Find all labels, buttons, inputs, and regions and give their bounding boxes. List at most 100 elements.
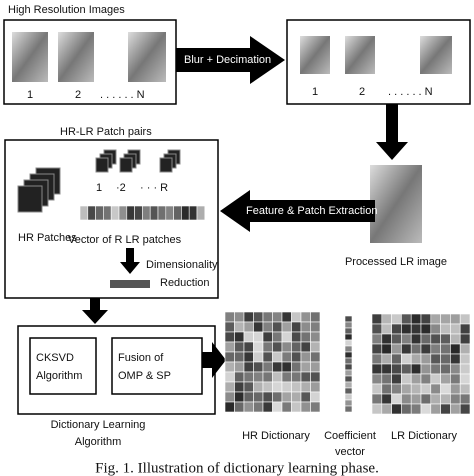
cell [430, 313, 441, 325]
cell [224, 361, 235, 373]
label: Algorithm [36, 370, 82, 382]
cell [224, 311, 235, 323]
cell [243, 331, 254, 343]
cell [272, 351, 283, 363]
cell [272, 341, 283, 353]
cell [430, 393, 441, 405]
cell [410, 353, 422, 365]
cell [291, 311, 302, 323]
arrow-label: Feature & Patch Extraction [246, 205, 377, 217]
cell [224, 371, 235, 383]
cell [262, 401, 273, 413]
cell [450, 313, 461, 325]
cell [344, 405, 353, 413]
cell [234, 351, 245, 363]
cell [391, 323, 402, 335]
cell [243, 401, 254, 413]
label: 2 [75, 89, 81, 101]
cell [262, 361, 273, 373]
label: Dictionary Learning [51, 419, 146, 431]
cell [173, 205, 182, 221]
cell [381, 323, 392, 335]
cell [371, 343, 383, 355]
cell [459, 373, 471, 385]
cell [243, 341, 254, 353]
cell [430, 403, 441, 415]
cell [344, 315, 353, 323]
cell [196, 205, 206, 221]
label: LR Dictionary [391, 430, 458, 442]
reduced-vector [110, 280, 150, 288]
cell [371, 333, 383, 345]
coefficient-vector [344, 315, 353, 413]
cell [253, 331, 264, 343]
cell [371, 363, 383, 375]
cell [253, 361, 264, 373]
cell [401, 313, 412, 325]
cell [440, 313, 451, 325]
cell [344, 339, 353, 347]
image [58, 32, 94, 82]
cell [234, 401, 245, 413]
cell [381, 353, 392, 365]
arrow [82, 298, 108, 324]
arrow [376, 104, 408, 160]
image [420, 36, 452, 74]
cell [310, 321, 321, 333]
arrow [220, 190, 375, 232]
cell [281, 371, 292, 383]
label: 1 [312, 86, 318, 98]
cell [450, 343, 461, 355]
cell [430, 333, 441, 345]
cell [381, 363, 392, 375]
cell [291, 351, 302, 363]
cell [262, 341, 273, 353]
cell [450, 373, 461, 385]
cell [310, 371, 321, 383]
cell [272, 371, 283, 383]
image [300, 36, 330, 74]
cell [281, 351, 292, 363]
cell [291, 381, 302, 393]
cell [243, 381, 254, 393]
cell [300, 331, 311, 343]
cell [95, 205, 104, 221]
cell [344, 363, 353, 371]
cell [253, 321, 264, 333]
cell [391, 393, 402, 405]
cell [391, 353, 402, 365]
lr-patch-stacks [95, 149, 181, 173]
cell [262, 391, 273, 403]
cell [420, 403, 432, 415]
cell [381, 313, 392, 325]
cell [371, 313, 383, 325]
cell [381, 333, 392, 345]
cell [391, 333, 402, 345]
cell [459, 313, 471, 325]
cell [281, 311, 292, 323]
cell [430, 353, 441, 365]
cell [272, 331, 283, 343]
cell [281, 401, 292, 413]
cell [371, 323, 383, 335]
cell [300, 341, 311, 353]
label: . . . . . . N [100, 89, 145, 101]
label: 1 [27, 89, 33, 101]
cell [401, 353, 412, 365]
cell [344, 381, 353, 389]
label: Dimensionality [146, 259, 218, 271]
cell [381, 403, 392, 415]
cell [281, 341, 292, 353]
cell [243, 371, 254, 383]
cell [253, 381, 264, 393]
cell [440, 373, 451, 385]
cell [262, 351, 273, 363]
cell [262, 371, 273, 383]
cell [272, 321, 283, 333]
cell [310, 351, 321, 363]
cksvd-box [29, 337, 97, 395]
label: HR Patches [18, 232, 77, 244]
cell [224, 401, 235, 413]
cell [440, 363, 451, 375]
